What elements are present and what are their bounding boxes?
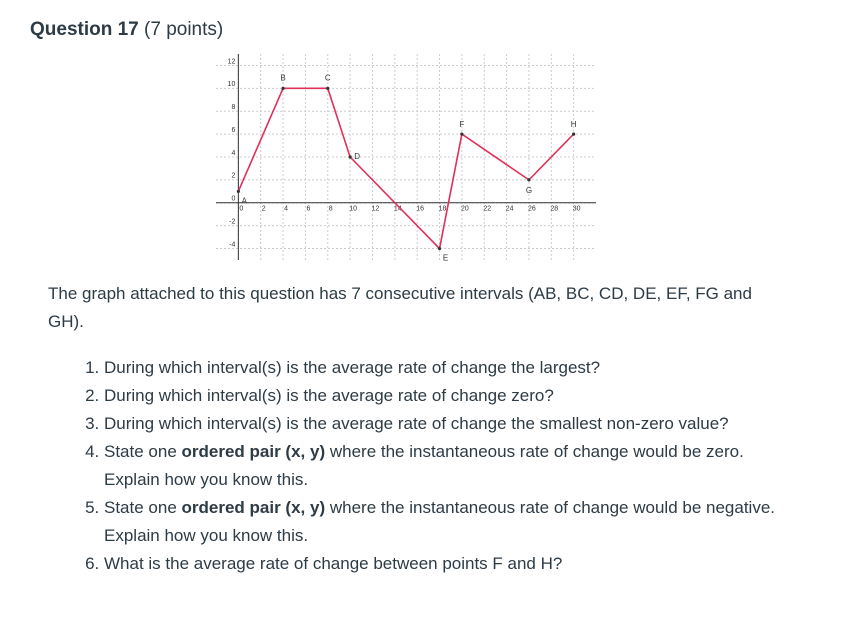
list-item: During which interval(s) is the average … [104, 382, 794, 410]
bold-text: ordered pair (x, y) [181, 498, 326, 517]
point [281, 86, 285, 90]
y-tick-label: 12 [228, 58, 236, 65]
x-tick-label: 26 [528, 206, 536, 213]
point-label: F [459, 120, 464, 129]
y-tick-label: 0 [231, 196, 235, 203]
point [527, 178, 531, 182]
x-tick-label: 4 [284, 206, 288, 213]
x-tick-label: 14 [394, 206, 402, 213]
text: State one [104, 442, 182, 461]
point [348, 155, 352, 159]
x-tick-label: 0 [239, 206, 243, 213]
y-tick-label: 10 [228, 81, 236, 88]
list-item: What is the average rate of change betwe… [104, 550, 794, 578]
point-label: B [280, 73, 285, 82]
question-header: Question 17 (7 points) [30, 19, 223, 41]
y-tick-label: 4 [231, 150, 235, 157]
y-tick-label: -2 [229, 219, 235, 226]
x-tick-label: 18 [439, 206, 447, 213]
text: What is the average rate of change betwe… [104, 554, 563, 573]
point-label: H [571, 120, 577, 129]
text: During which interval(s) is the average … [104, 386, 554, 405]
point [460, 132, 464, 136]
question-title: Question 17 [30, 19, 139, 40]
x-tick-label: 30 [573, 206, 581, 213]
x-tick-label: 22 [483, 206, 491, 213]
x-tick-label: 12 [372, 206, 380, 213]
point [326, 86, 330, 90]
text: State one [104, 498, 182, 517]
list-item: State one ordered pair (x, y) where the … [104, 494, 794, 550]
x-tick-label: 24 [506, 206, 514, 213]
x-tick-label: 20 [461, 206, 469, 213]
y-tick-label: 2 [231, 173, 235, 180]
list-item: During which interval(s) is the average … [104, 354, 794, 382]
text: During which interval(s) is the average … [104, 358, 601, 377]
graph: 0 2 4 6 8 10 12 14 16 18 20 22 24 26 28 30-4-2024681012… [216, 54, 596, 263]
point-label: E [443, 254, 448, 263]
x-tick-label: 10 [349, 206, 357, 213]
text: During which interval(s) is the average … [104, 414, 729, 433]
point-label: A [242, 196, 248, 205]
point [572, 132, 576, 136]
question-list: During which interval(s) is the average … [84, 354, 794, 578]
list-item: State one ordered pair (x, y) where the … [104, 438, 794, 494]
point-label: D [354, 152, 360, 161]
point [236, 189, 240, 193]
x-tick-label: 2 [262, 206, 266, 213]
x-tick-label: 28 [550, 206, 558, 213]
text: where the instantaneous rate of change w… [104, 442, 744, 489]
x-tick-label: 16 [416, 206, 424, 213]
y-tick-label: 8 [231, 104, 235, 111]
point-label: G [526, 186, 532, 195]
point-label: C [325, 73, 331, 82]
graph-line [237, 87, 575, 251]
question-points: (7 points) [144, 19, 224, 40]
y-tick-label: -4 [229, 241, 235, 248]
point [437, 246, 442, 251]
list-item: During which interval(s) is the average … [104, 410, 794, 438]
text: where the instantaneous rate of change w… [104, 498, 775, 545]
x-tick-label: 8 [329, 206, 333, 213]
x-tick-label: 6 [306, 206, 310, 213]
question-text: The graph attached to this question has … [48, 284, 752, 331]
bold-text: ordered pair (x, y) [181, 442, 326, 461]
y-tick-label: 6 [231, 127, 235, 134]
